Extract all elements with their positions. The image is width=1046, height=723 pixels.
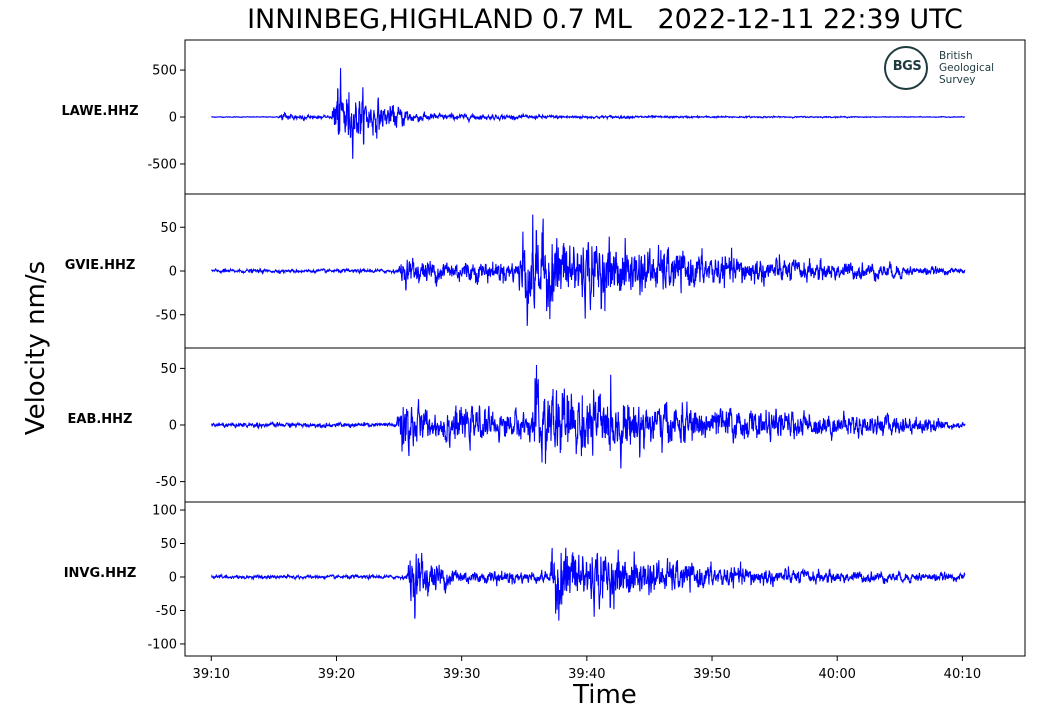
y-tick-label: 50 bbox=[160, 221, 177, 236]
y-tick-label: 500 bbox=[152, 64, 177, 79]
panel-frame bbox=[184, 501, 1026, 657]
station-label: EAB.HHZ bbox=[68, 412, 133, 427]
x-tick-label: 40:10 bbox=[944, 667, 981, 682]
y-tick-label: -100 bbox=[147, 637, 177, 652]
y-tick-label: 0 bbox=[169, 570, 177, 585]
y-tick-label: 0 bbox=[169, 111, 177, 126]
x-tick-label: 39:10 bbox=[193, 667, 230, 682]
logo-abbrev: BGS bbox=[892, 59, 922, 74]
logo-line-2: Geological bbox=[939, 62, 995, 74]
logo-line-1: British bbox=[939, 50, 973, 62]
logo-text: British Geological Survey bbox=[939, 50, 994, 86]
station-label: GVIE.HHZ bbox=[65, 258, 136, 273]
waveform-trace bbox=[211, 365, 966, 469]
y-tick-label: 50 bbox=[160, 537, 177, 552]
logo-line-3: Survey bbox=[939, 74, 976, 86]
waveform-trace bbox=[211, 214, 966, 326]
x-tick-label: 39:40 bbox=[568, 667, 605, 682]
x-axis-label: Time bbox=[573, 680, 637, 710]
station-label: LAWE.HHZ bbox=[61, 104, 138, 119]
y-tick-label: 0 bbox=[169, 419, 177, 434]
waveform-trace bbox=[211, 68, 966, 159]
y-tick-label: 0 bbox=[169, 265, 177, 280]
y-tick-label: 50 bbox=[160, 362, 177, 377]
y-tick-label: -50 bbox=[156, 604, 177, 619]
station-label: INVG.HHZ bbox=[64, 566, 137, 581]
x-tick-label: 39:50 bbox=[693, 667, 730, 682]
chart-title: INNINBEG,HIGHLAND 0.7 ML 2022-12-11 22:3… bbox=[247, 4, 963, 35]
y-tick-label: -500 bbox=[147, 157, 177, 172]
waveform-trace bbox=[211, 547, 966, 621]
y-tick-label: -50 bbox=[156, 308, 177, 323]
logo-circle-icon bbox=[884, 46, 928, 90]
x-tick-label: 39:20 bbox=[318, 667, 355, 682]
x-tick-label: 40:00 bbox=[818, 667, 855, 682]
y-tick-label: 100 bbox=[152, 504, 177, 519]
y-tick-label: -50 bbox=[156, 475, 177, 490]
x-tick-label: 39:30 bbox=[443, 667, 480, 682]
bgs-logo: BGS British Geological Survey bbox=[884, 46, 1004, 96]
